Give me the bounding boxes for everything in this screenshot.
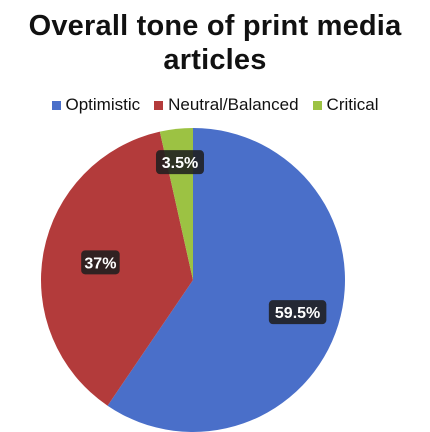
chart-title-line-1: Overall tone of print media — [28, 10, 402, 42]
data-label-optimistic-background — [268, 300, 327, 325]
data-label-neutral-balanced: 37% — [84, 255, 116, 272]
legend-swatch-optimistic — [51, 100, 61, 110]
data-label-optimistic: 59.5% — [275, 305, 320, 322]
data-label-neutral-balanced-background — [81, 250, 120, 275]
slice-optimistic — [107, 128, 345, 432]
legend-item-critical: Critical — [312, 95, 379, 115]
data-label-critical-group: 3.5% — [155, 150, 204, 175]
legend-label-optimistic: Optimistic — [65, 95, 141, 114]
data-label-neutral-balanced-group: 37% — [81, 250, 120, 275]
data-label-critical: 3.5% — [162, 155, 198, 172]
data-label-optimistic-group: 59.5% — [268, 300, 327, 325]
chart-title-line-2: articles — [163, 44, 267, 76]
data-label-critical-background — [155, 150, 204, 175]
chart-legend: Optimistic Neutral/Balanced Critical — [0, 95, 430, 115]
legend-label-critical: Critical — [326, 95, 379, 114]
legend-label-neutral-balanced: Neutral/Balanced — [168, 95, 299, 114]
legend-item-optimistic: Optimistic — [51, 95, 141, 115]
legend-item-neutral-balanced: Neutral/Balanced — [154, 95, 299, 115]
legend-swatch-neutral-balanced — [154, 100, 164, 110]
legend-swatch-critical — [312, 100, 322, 110]
